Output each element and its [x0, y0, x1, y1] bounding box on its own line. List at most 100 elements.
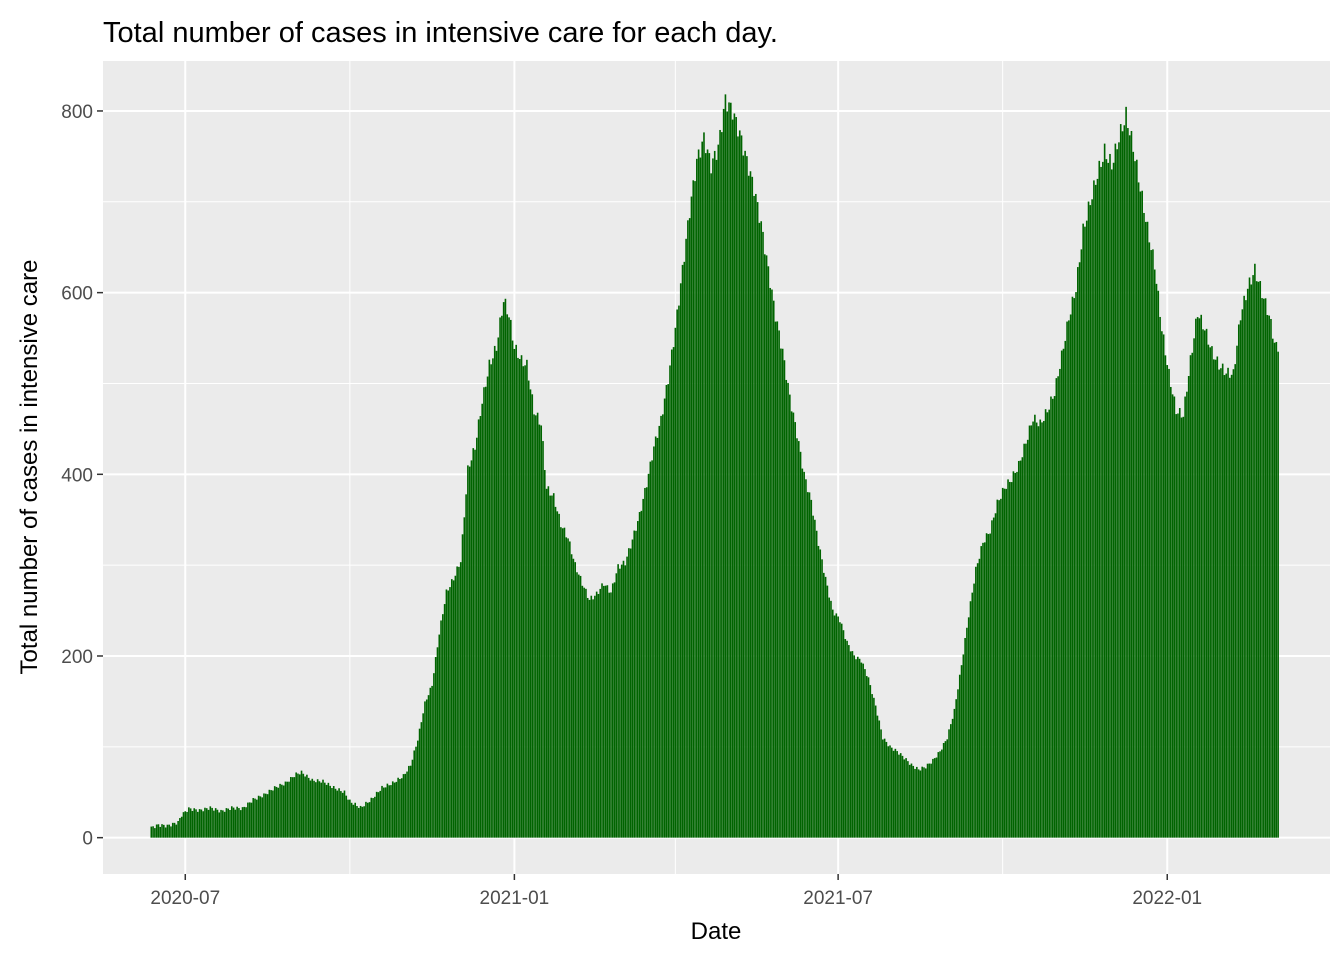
bar — [1039, 419, 1042, 838]
bar — [971, 592, 974, 838]
bar — [665, 385, 668, 838]
bar — [1107, 162, 1110, 838]
bar — [851, 651, 854, 838]
bar — [1166, 365, 1169, 838]
bar — [840, 623, 843, 838]
bar — [1218, 369, 1220, 838]
bar — [386, 783, 389, 838]
bar — [883, 738, 886, 838]
bar — [712, 158, 714, 838]
y-tick-label: 800 — [61, 102, 93, 123]
bar — [916, 766, 918, 838]
bar — [1216, 356, 1219, 838]
bar — [173, 822, 176, 838]
bar — [1241, 309, 1244, 838]
bar — [488, 359, 491, 838]
bar — [728, 102, 730, 838]
bar — [154, 828, 156, 838]
bar — [912, 765, 915, 838]
bar — [540, 425, 543, 838]
bar — [395, 781, 398, 838]
bar — [1200, 314, 1203, 838]
bar — [726, 111, 729, 838]
x-axis-title: Date — [691, 918, 742, 945]
bar — [1220, 368, 1222, 838]
bar — [806, 492, 809, 838]
bar — [594, 595, 596, 838]
bar — [361, 806, 364, 838]
bar — [290, 777, 292, 838]
bar — [917, 769, 920, 838]
bar — [374, 796, 376, 838]
bar — [1196, 317, 1199, 838]
bar — [365, 801, 367, 838]
bar — [737, 136, 739, 838]
bar — [631, 539, 634, 838]
bar — [644, 487, 646, 838]
bar — [248, 802, 251, 838]
bar — [1171, 394, 1174, 838]
bar — [427, 695, 430, 838]
bar — [1245, 300, 1247, 838]
bar — [150, 826, 153, 838]
bar — [926, 763, 929, 838]
bar — [306, 774, 308, 838]
bar — [730, 102, 732, 838]
bar — [315, 782, 317, 838]
bar — [424, 701, 426, 838]
bar — [232, 807, 235, 838]
bar — [171, 822, 174, 838]
bar — [839, 622, 841, 838]
bar — [595, 591, 598, 838]
y-tick-label: 0 — [82, 829, 93, 850]
bar — [506, 314, 509, 838]
bar — [667, 384, 670, 838]
bar — [1007, 479, 1009, 838]
bar — [1128, 135, 1131, 838]
bar — [1023, 443, 1025, 838]
bar — [651, 460, 653, 838]
bar — [1037, 426, 1040, 838]
bar — [964, 637, 966, 838]
bar — [1234, 364, 1237, 838]
bar — [1071, 296, 1074, 838]
bar — [1266, 315, 1269, 838]
bar — [1098, 160, 1101, 838]
bar — [354, 802, 356, 838]
bar — [579, 575, 582, 838]
bar — [815, 530, 818, 838]
bar — [640, 510, 643, 838]
bar — [533, 414, 535, 838]
bar — [1270, 318, 1272, 838]
bar — [622, 560, 625, 838]
bar — [1191, 352, 1194, 838]
bar — [653, 446, 655, 838]
bar — [406, 771, 408, 838]
bar — [535, 415, 537, 838]
bar — [656, 437, 659, 838]
x-tick-label: 2020-07 — [150, 888, 220, 909]
bar — [551, 495, 553, 838]
bar — [774, 321, 777, 838]
bar — [1139, 191, 1142, 838]
bar — [858, 658, 861, 838]
bar — [522, 366, 525, 838]
bar — [1155, 283, 1158, 838]
bar — [772, 300, 775, 838]
bar — [468, 466, 471, 838]
bar — [1009, 481, 1011, 838]
bar — [619, 568, 621, 838]
bar — [1144, 221, 1147, 838]
bar — [799, 451, 802, 838]
bar — [286, 781, 289, 838]
bar — [987, 534, 990, 838]
bar — [976, 563, 979, 838]
bar — [758, 222, 761, 838]
bar — [1017, 460, 1020, 838]
bar — [402, 774, 405, 838]
bar — [819, 549, 822, 838]
bar — [329, 785, 331, 838]
bar — [1075, 292, 1077, 838]
bar — [1068, 320, 1070, 838]
